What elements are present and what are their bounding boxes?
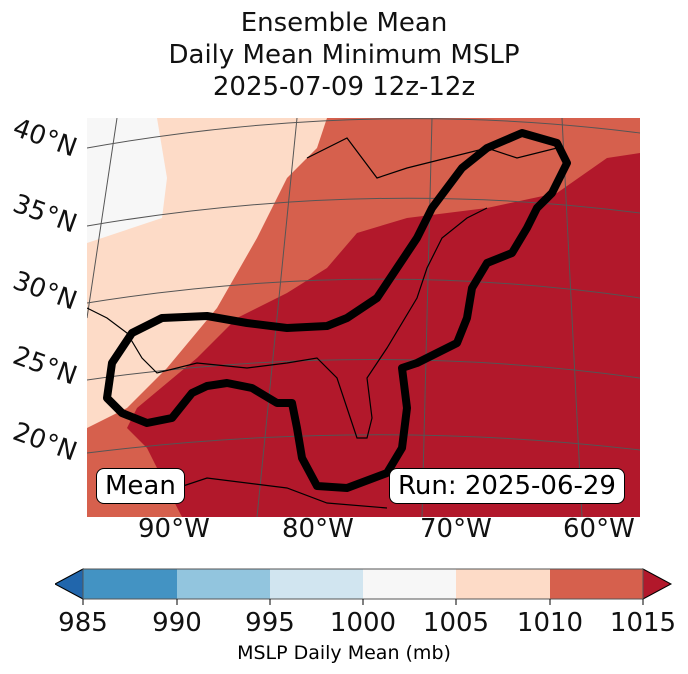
- title-line3: 2025-07-09 12z-12z: [212, 72, 476, 102]
- graticule: [87, 118, 640, 517]
- colorbar-bin: [177, 569, 270, 599]
- lon-label: 70°W: [420, 514, 492, 544]
- colorbar-tick: 990: [152, 608, 202, 638]
- lon-label: 80°W: [282, 514, 354, 544]
- run-date-label: Run: 2025-06-29: [389, 468, 625, 504]
- colorbar-tick: 1015: [609, 608, 677, 638]
- colorbar-tick: 1010: [516, 608, 584, 638]
- colorbar-bin: [270, 569, 363, 599]
- colorbar-tick: 985: [58, 608, 108, 638]
- colorbar-bin: [363, 569, 456, 599]
- lat-label: 35°N: [8, 188, 81, 240]
- colorbar-extend-high: [642, 568, 673, 600]
- lat-label: 30°N: [8, 265, 81, 317]
- colorbar: [55, 568, 673, 605]
- contour-line: [103, 129, 571, 492]
- colorbar-bin: [550, 569, 643, 599]
- colorbar-tick: 1000: [329, 608, 397, 638]
- coastlines: [87, 137, 558, 509]
- colorbar-extend-low: [55, 568, 84, 600]
- lat-label: 20°N: [8, 416, 81, 468]
- title-line1: Ensemble Mean: [240, 8, 448, 38]
- colorbar-tick: 1005: [422, 608, 490, 638]
- map: [87, 118, 640, 517]
- lon-label: 90°W: [138, 514, 210, 544]
- colorbar-label: MSLP Daily Mean (mb): [237, 642, 451, 664]
- colorbar-bin: [456, 569, 550, 599]
- lon-label: 60°W: [563, 514, 635, 544]
- field-1000: [87, 118, 167, 243]
- title-line2: Daily Mean Minimum MSLP: [168, 40, 520, 70]
- colorbar-tick: 995: [245, 608, 295, 638]
- colorbar-bin: [83, 569, 177, 599]
- lat-label: 25°N: [8, 340, 81, 392]
- mean-label: Mean: [96, 468, 185, 504]
- lat-label: 40°N: [8, 112, 81, 164]
- field-1015: [127, 153, 640, 517]
